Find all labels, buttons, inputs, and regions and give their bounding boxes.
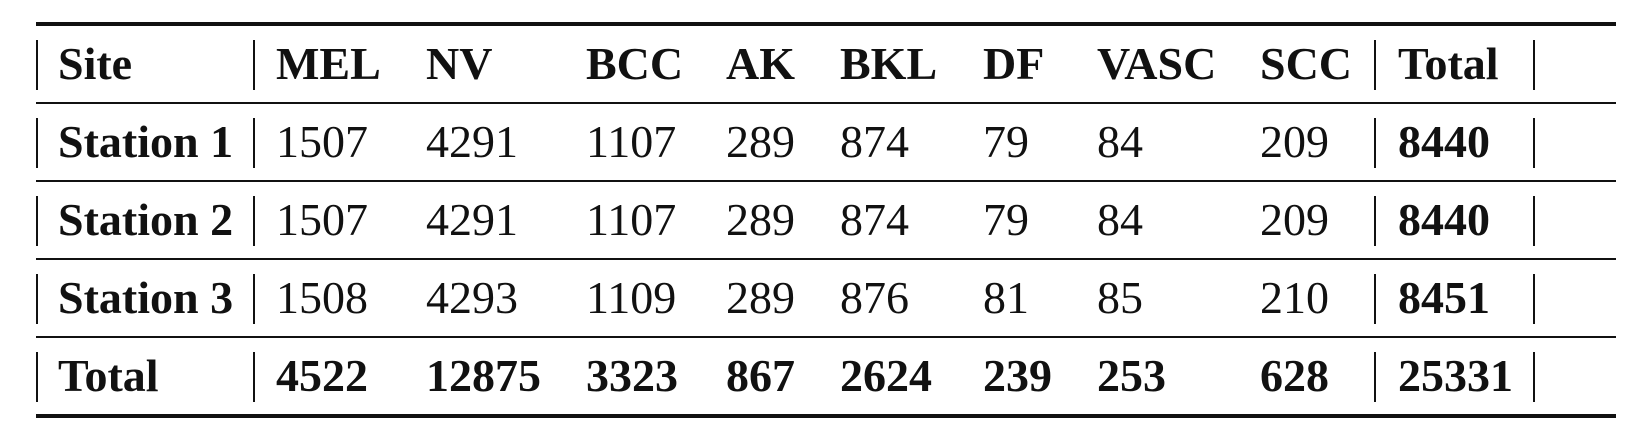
cell-df: 239 [983, 350, 1052, 401]
cell-mel: 1508 [276, 272, 368, 323]
cell-bcc: 1107 [586, 116, 677, 167]
cell-nv: 4291 [426, 194, 518, 245]
column-divider [1374, 118, 1376, 168]
row-rule [36, 180, 1616, 182]
column-divider [1374, 274, 1376, 324]
header-site: Site [58, 38, 133, 89]
site-class-table: Site MEL NV BCC AK BKL DF VASC SCC Total… [36, 22, 1616, 418]
cell-nv: 4291 [426, 116, 518, 167]
cell-ak: 867 [726, 350, 795, 401]
cell-scc: 209 [1260, 194, 1329, 245]
cell-total: 8440 [1398, 116, 1490, 167]
table-header-row: Site MEL NV BCC AK BKL DF VASC SCC Total [36, 26, 1616, 102]
cell-mel: 4522 [276, 350, 368, 401]
table-top-rule [36, 22, 1616, 26]
column-divider [253, 196, 255, 246]
header-vasc: VASC [1097, 38, 1217, 89]
cell-scc: 209 [1260, 116, 1329, 167]
column-divider [253, 352, 255, 402]
column-divider [1533, 196, 1535, 246]
column-divider [36, 352, 38, 402]
cell-mel: 1507 [276, 116, 368, 167]
cell-bkl: 2624 [840, 350, 932, 401]
cell-total: 25331 [1398, 350, 1513, 401]
header-mel: MEL [276, 38, 381, 89]
column-divider [1374, 196, 1376, 246]
table-row: Station 3 1508 4293 1109 289 876 81 85 2… [36, 260, 1616, 336]
cell-nv: 4293 [426, 272, 518, 323]
header-scc: SCC [1260, 38, 1353, 89]
column-divider [36, 118, 38, 168]
header-df: DF [983, 38, 1045, 89]
cell-bcc: 1109 [586, 272, 677, 323]
column-divider [253, 118, 255, 168]
column-divider [1533, 352, 1535, 402]
column-divider [1374, 40, 1376, 90]
cell-scc: 628 [1260, 350, 1329, 401]
column-divider [36, 196, 38, 246]
column-divider [36, 40, 38, 90]
cell-bkl: 874 [840, 116, 909, 167]
row-label: Station 2 [58, 194, 234, 245]
cell-ak: 289 [726, 272, 795, 323]
table-row: Station 2 1507 4291 1107 289 874 79 84 2… [36, 182, 1616, 258]
row-rule [36, 102, 1616, 104]
cell-df: 79 [983, 116, 1029, 167]
cell-bkl: 876 [840, 272, 909, 323]
column-divider [1533, 274, 1535, 324]
header-nv: NV [426, 38, 493, 89]
cell-total: 8440 [1398, 194, 1490, 245]
cell-vasc: 253 [1097, 350, 1166, 401]
table-bottom-rule [36, 414, 1616, 418]
cell-vasc: 85 [1097, 272, 1143, 323]
cell-ak: 289 [726, 116, 795, 167]
row-label: Station 3 [58, 272, 234, 323]
row-label: Total [58, 350, 159, 401]
cell-ak: 289 [726, 194, 795, 245]
header-bkl: BKL [840, 38, 938, 89]
row-rule [36, 336, 1616, 338]
cell-bcc: 1107 [586, 194, 677, 245]
cell-mel: 1507 [276, 194, 368, 245]
cell-df: 81 [983, 272, 1029, 323]
cell-df: 79 [983, 194, 1029, 245]
column-divider [1533, 40, 1535, 90]
column-divider [36, 274, 38, 324]
header-ak: AK [726, 38, 795, 89]
cell-vasc: 84 [1097, 194, 1143, 245]
header-total: Total [1398, 38, 1499, 89]
column-divider [1533, 118, 1535, 168]
cell-nv: 12875 [426, 350, 541, 401]
table-total-row: Total 4522 12875 3323 867 2624 239 253 6… [36, 338, 1616, 414]
cell-bkl: 874 [840, 194, 909, 245]
cell-bcc: 3323 [586, 350, 678, 401]
column-divider [253, 274, 255, 324]
column-divider [1374, 352, 1376, 402]
column-divider [253, 40, 255, 90]
row-rule [36, 258, 1616, 260]
row-label: Station 1 [58, 116, 234, 167]
cell-scc: 210 [1260, 272, 1329, 323]
cell-total: 8451 [1398, 272, 1490, 323]
table-row: Station 1 1507 4291 1107 289 874 79 84 2… [36, 104, 1616, 180]
cell-vasc: 84 [1097, 116, 1143, 167]
header-bcc: BCC [586, 38, 684, 89]
